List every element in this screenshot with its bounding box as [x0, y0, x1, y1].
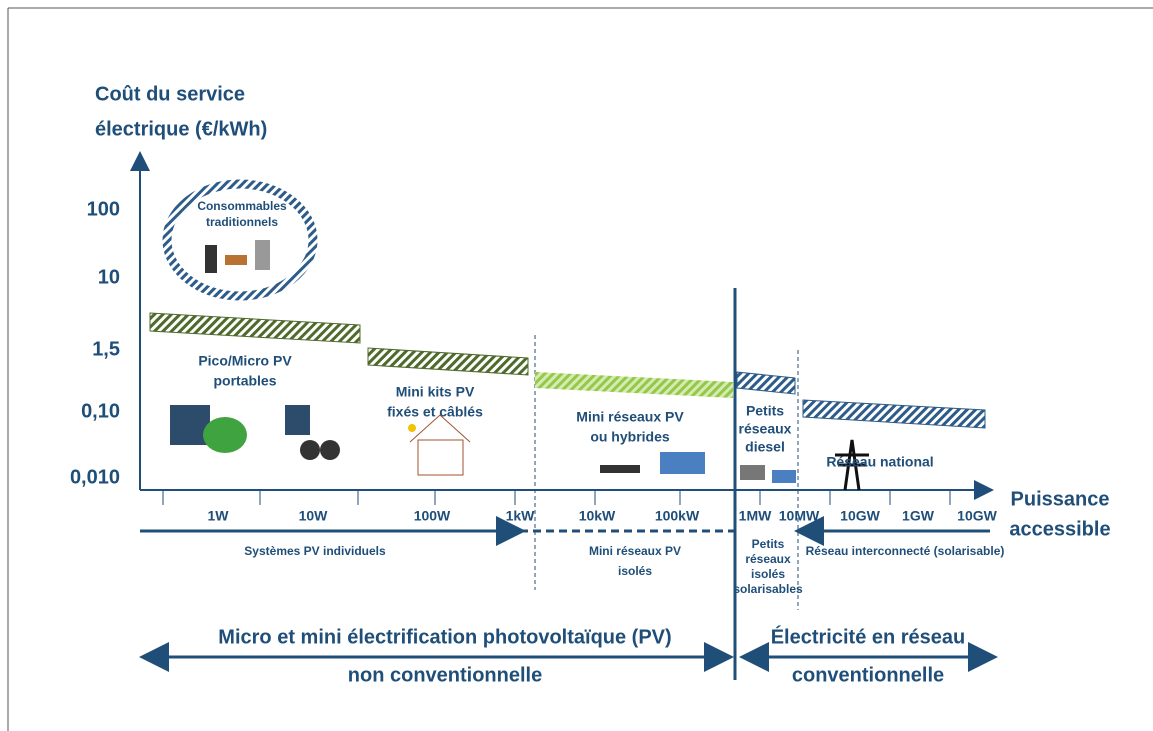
frame	[7, 7, 1153, 731]
label: 1MW	[739, 508, 772, 524]
y-tick: 0,010	[70, 466, 120, 488]
label: 1GW	[902, 508, 935, 524]
label: Petits	[752, 537, 785, 551]
y-tick: 10	[98, 266, 120, 288]
y-title: Coût du service	[95, 83, 245, 105]
icons	[170, 240, 869, 491]
label: non conventionnelle	[348, 664, 542, 686]
label: Micro et mini électrification photovolta…	[218, 626, 671, 648]
label: Mini kits PV	[396, 384, 475, 400]
label: ou hybrides	[590, 429, 670, 445]
y-tick: 1,5	[92, 338, 120, 360]
label: Réseau national	[826, 454, 933, 470]
axes	[130, 151, 998, 680]
label: isolés	[751, 567, 785, 581]
label: diesel	[745, 439, 785, 455]
label: Mini réseaux PV	[589, 544, 681, 558]
y-tick: 0,10	[81, 400, 120, 422]
label: réseaux	[745, 552, 791, 566]
y-title: électrique (€/kWh)	[95, 118, 267, 140]
label: Réseau interconnecté (solarisable)	[806, 544, 1005, 558]
labels: Coût du service électrique (€/kWh) 100 1…	[70, 83, 1111, 540]
y-tick: 100	[87, 198, 120, 220]
label: 10W	[299, 508, 329, 524]
label: Consommables	[197, 199, 287, 213]
label: traditionnels	[206, 215, 278, 229]
label: 1kW	[506, 508, 536, 524]
label: Petits	[746, 403, 784, 419]
label: 1W	[208, 508, 230, 524]
label: portables	[213, 373, 276, 389]
label: 10MW	[779, 508, 820, 524]
label: Systèmes PV individuels	[244, 544, 386, 558]
label: Mini réseaux PV	[576, 409, 684, 425]
label: solarisables	[733, 582, 803, 596]
label: isolés	[618, 564, 652, 578]
generated: 1W 10W 100W 1kW 10kW 100kW 1MW 10MW 10GW 1GW 10GW C…	[197, 199, 1004, 686]
label: 10kW	[579, 508, 616, 524]
x-title: Puissance	[1011, 488, 1110, 510]
label: réseaux	[739, 421, 792, 437]
label: 10GW	[957, 508, 997, 524]
label: 10GW	[840, 508, 880, 524]
label: conventionnelle	[792, 664, 944, 686]
label: Pico/Micro PV	[198, 353, 292, 369]
label: Électricité en réseau	[771, 625, 966, 648]
label: 100kW	[655, 508, 700, 524]
label: fixés et câblés	[387, 404, 483, 420]
bands	[149, 179, 986, 429]
x-title: accessible	[1009, 518, 1110, 540]
label: 100W	[414, 508, 451, 524]
